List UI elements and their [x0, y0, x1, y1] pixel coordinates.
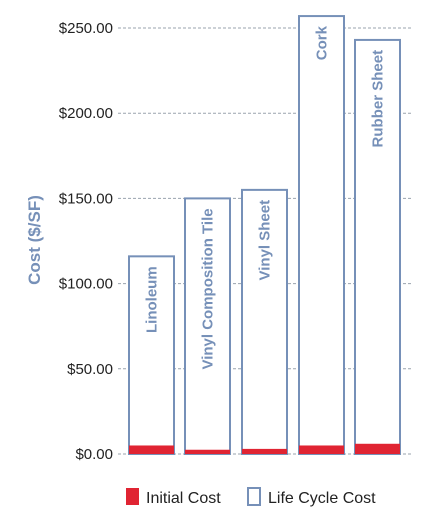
y-tick-label: $250.00 — [59, 20, 113, 37]
initial-cost-bar — [242, 448, 287, 454]
y-tick-label: $150.00 — [59, 190, 113, 207]
bar-category-label: Linoleum — [144, 266, 161, 333]
y-tick-label: $200.00 — [59, 105, 113, 122]
bar-category-label: Vinyl Sheet — [257, 200, 274, 281]
legend: Initial Cost Life Cycle Cost — [126, 487, 376, 507]
bar-category-label: Rubber Sheet — [370, 50, 387, 148]
y-tick-labels: $0.00 $50.00 $100.00 $150.00 $200.00 $250.00 — [59, 20, 113, 463]
legend-label-life-cycle-cost: Life Cycle Cost — [268, 490, 376, 507]
initial-cost-bar — [185, 449, 230, 454]
initial-cost-bar — [355, 443, 400, 454]
y-tick-label: $50.00 — [67, 361, 113, 378]
life-cycle-cost-bar — [298, 15, 345, 456]
y-tick-label: $100.00 — [59, 276, 113, 293]
life-cycle-cost-bar — [354, 38, 401, 455]
bar-category-label: Vinyl Composition Tile — [200, 208, 217, 369]
initial-cost-bar — [299, 445, 344, 454]
bar-category-label: Cork — [314, 25, 331, 60]
life-cycle-cost-bar — [241, 188, 288, 455]
legend-label-initial-cost: Initial Cost — [146, 490, 221, 507]
life-cycle-cost-bar — [128, 255, 175, 455]
y-tick-label: $0.00 — [75, 446, 113, 463]
legend-swatch-initial-cost — [126, 488, 139, 505]
initial-cost-bar — [129, 445, 174, 454]
legend-swatch-life-cycle-cost — [247, 487, 261, 506]
bars: Linoleum Vinyl Composition Tile Vinyl Shee… — [128, 15, 401, 456]
y-axis-label: Cost ($/SF) — [25, 195, 44, 285]
